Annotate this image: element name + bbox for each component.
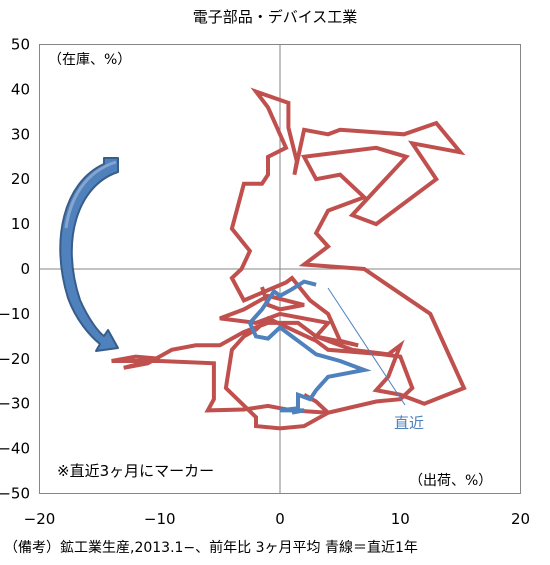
x-tick-label: 10 [391, 510, 410, 528]
y-tick-label: 0 [20, 260, 30, 278]
series-line-red [111, 87, 467, 431]
axis-lines [39, 44, 521, 494]
y-tick-label: −40 [0, 440, 30, 458]
y-tick-labels: 50 40 30 20 10 0 −10 −20 −30 −40 −50 [0, 36, 30, 503]
x-tick-label: 20 [511, 510, 530, 528]
y-tick-label: −30 [0, 395, 30, 413]
y-tick-label: −50 [0, 485, 30, 503]
rotation-arrow-icon [59, 157, 119, 352]
latest-label: 直近 [394, 414, 424, 432]
x-tick-labels: −20 −10 0 10 20 [24, 510, 530, 528]
y-tick-label: 20 [11, 170, 30, 188]
y-axis-label: （在庫、%） [48, 51, 131, 68]
y-tick-label: 10 [11, 215, 30, 233]
x-axis-label: （出荷、%） [409, 473, 492, 489]
latest-pointer-line [327, 287, 406, 406]
x-tick-label: −20 [24, 510, 56, 528]
y-tick-label: 40 [11, 80, 30, 98]
marker-note: ※直近3ヶ月にマーカー [57, 462, 214, 480]
footnote: （備考）鉱工業生産,2013.1−、前年比 3ヶ月平均 青線＝直近1年 [4, 539, 418, 556]
y-tick-label: 50 [11, 36, 30, 54]
series-line-blue [247, 279, 372, 415]
y-tick-label: 30 [11, 125, 30, 143]
chart-title: 電子部品・デバイス工業 [193, 8, 358, 26]
series-layer [111, 87, 467, 431]
x-tick-label: −10 [144, 510, 176, 528]
y-tick-label: −10 [0, 305, 30, 323]
y-tick-label: −20 [0, 350, 30, 368]
x-tick-label: 0 [275, 510, 285, 528]
